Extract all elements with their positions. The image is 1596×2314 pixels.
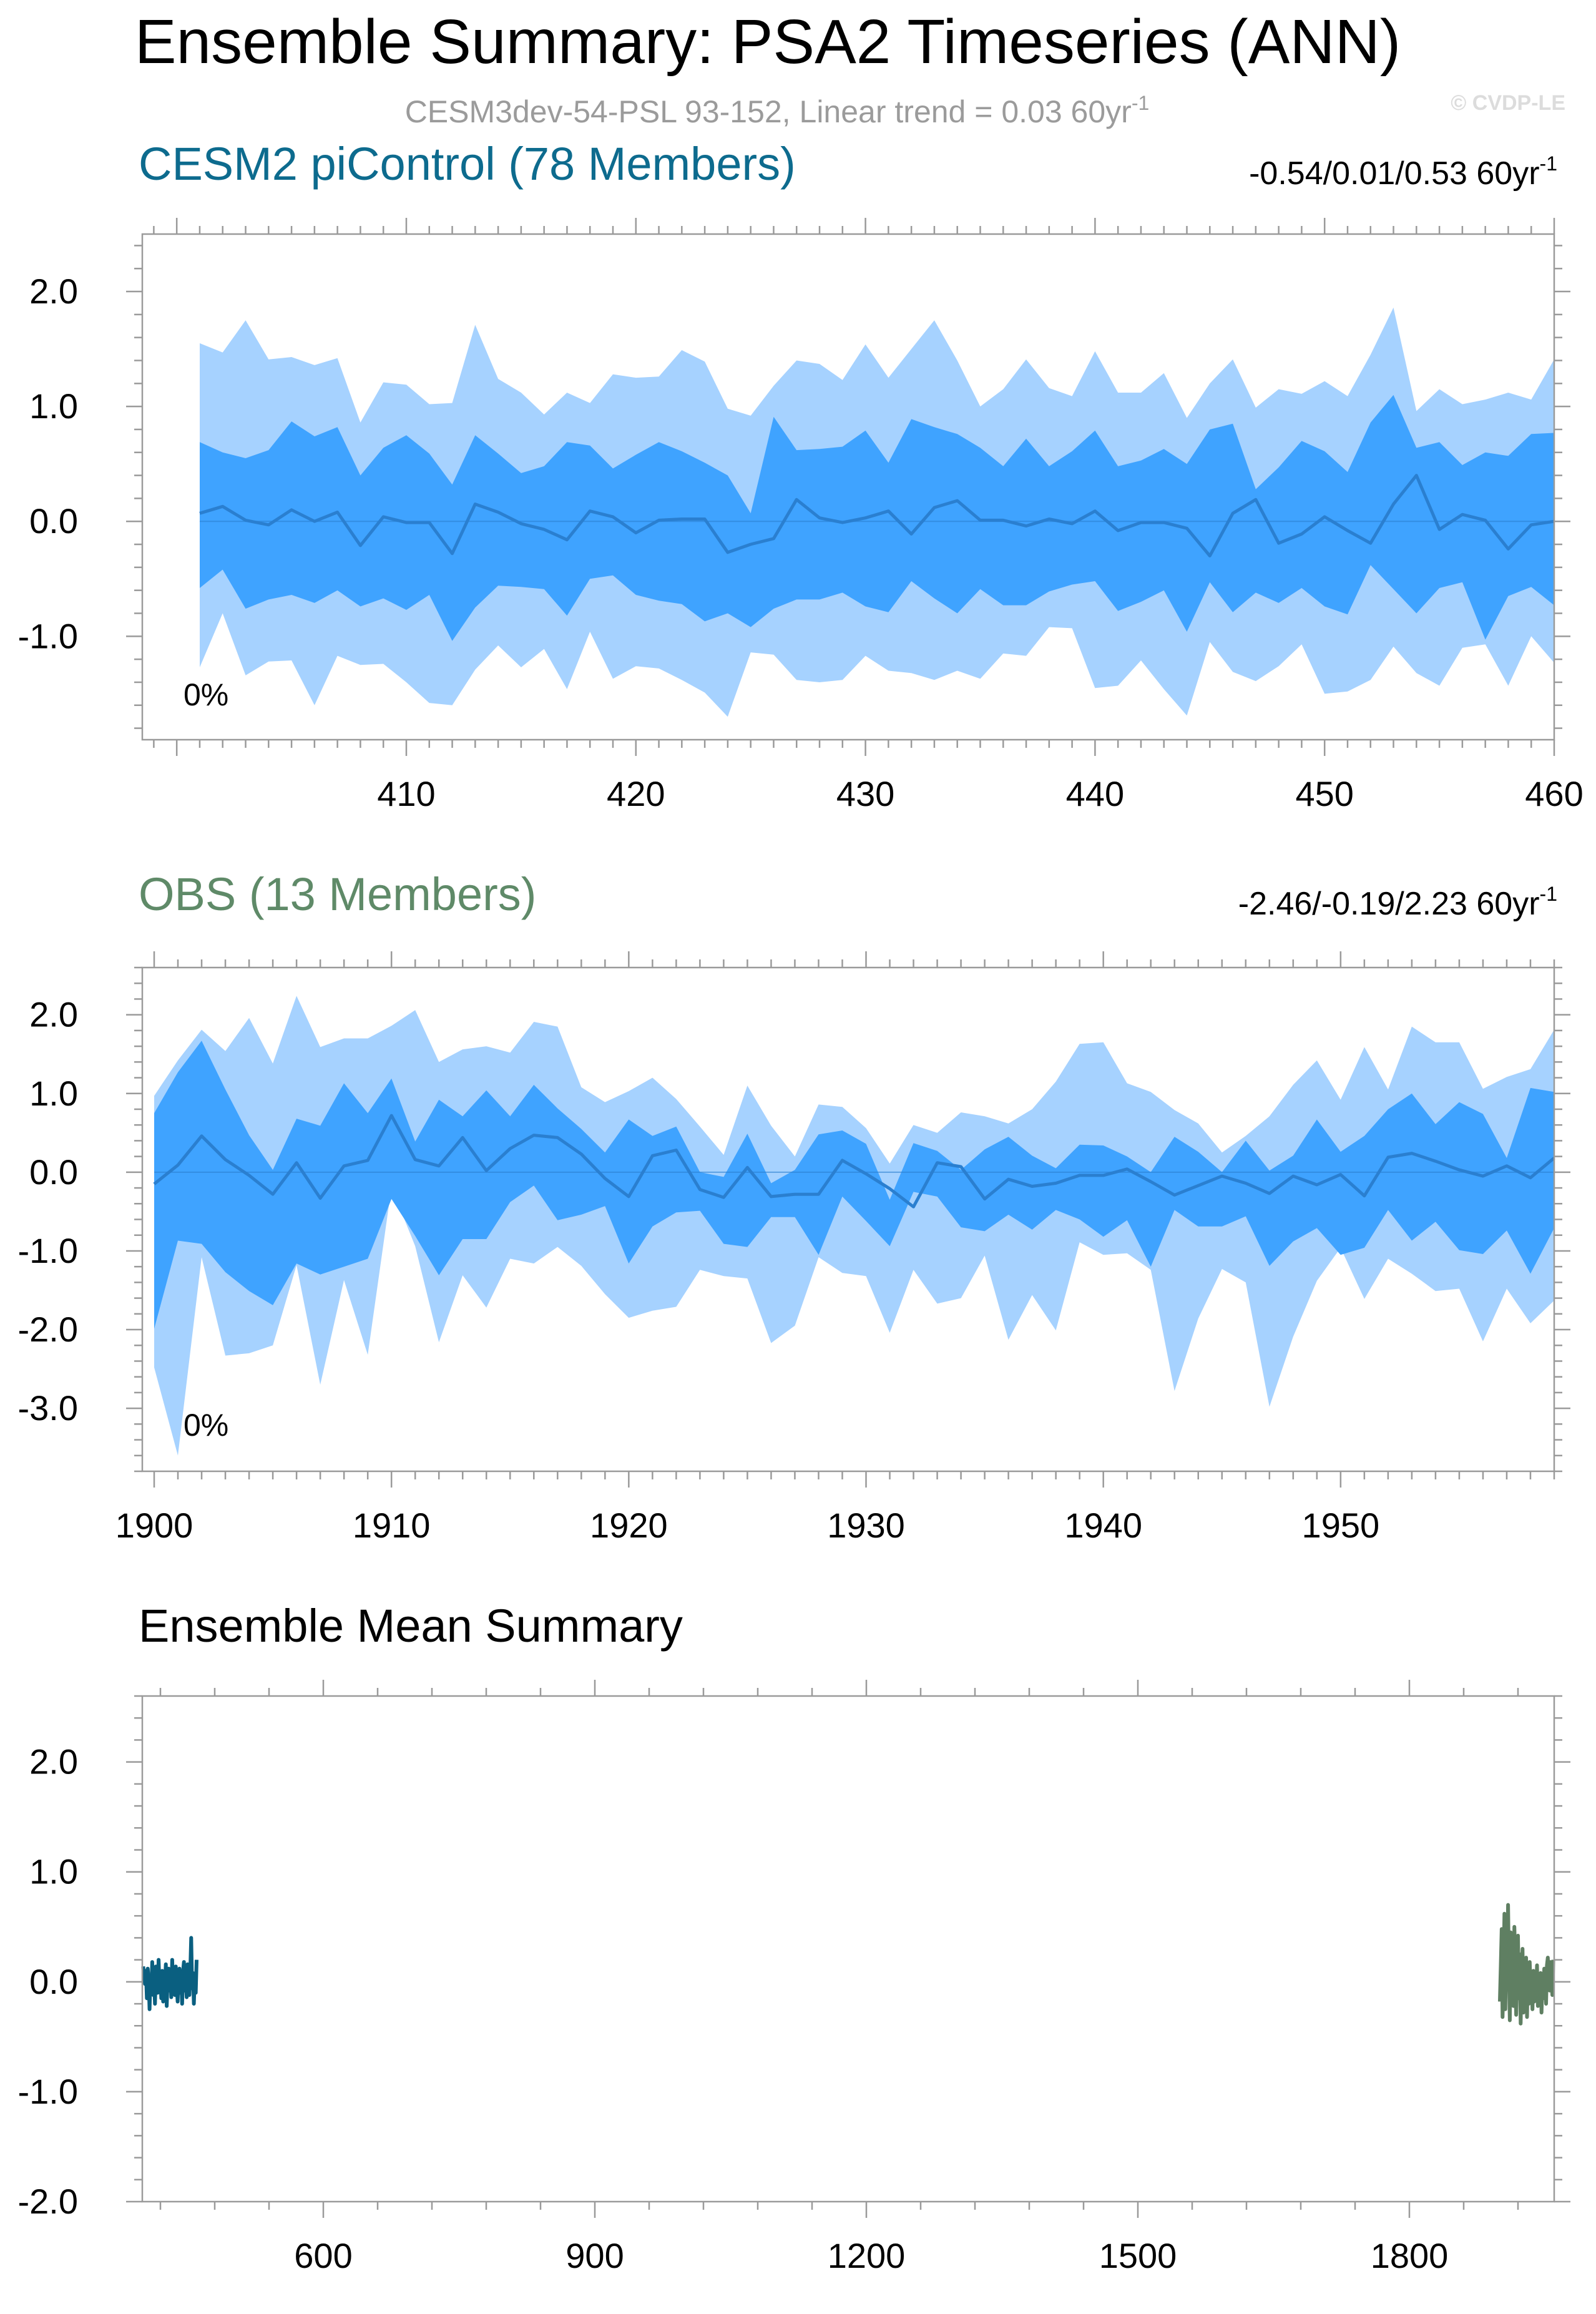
panel-mean-ticks: 2.0 1.0 0.0 -1.0 -2.0 600 900 1200 1500 1800 (18, 1680, 1570, 2275)
panel-obs-median-line (153, 1114, 1555, 1208)
y-tick-label: 0.0 (29, 1152, 78, 1192)
panel-cesm2-stats-sup: -1 (1540, 152, 1557, 175)
figure-title: Ensemble Summary: PSA2 Timeseries (ANN) (135, 7, 1401, 77)
y-tick-label: -1.0 (18, 1231, 79, 1270)
x-tick-label: 1800 (1371, 2236, 1449, 2275)
panel-cesm2-median-line (199, 474, 1555, 557)
x-tick-label: 1910 (353, 1506, 431, 1545)
y-tick-label: -1.0 (18, 616, 79, 655)
y-tick-label: -1.0 (18, 2072, 79, 2111)
x-tick-label: 1900 (115, 1506, 193, 1545)
x-tick-label: 900 (565, 2236, 624, 2275)
figure-subtitle: CESM3dev-54-PSL 93-152, Linear trend = 0… (405, 92, 1150, 129)
x-tick-label: 460 (1525, 774, 1583, 813)
panel-cesm2-frame (141, 233, 1555, 741)
panel-mean-frame (141, 1695, 1555, 2203)
panel-cesm2-ticks: 2.0 1.0 0.0 -1.0 410 420 430 440 450 460 (18, 218, 1584, 813)
x-tick-label: 1950 (1302, 1506, 1380, 1545)
y-tick-label: 0.0 (29, 501, 78, 541)
x-tick-label: 420 (607, 774, 665, 813)
panel-cesm2-percent: 0% (184, 677, 228, 712)
panel-obs-series-layer (153, 996, 1555, 1456)
y-tick-label: -2.0 (18, 1310, 79, 1349)
panel-cesm2-picontrol: CESM2 piControl (78 Members) -0.54/0.01/… (18, 138, 1584, 813)
x-tick-label: 410 (377, 774, 435, 813)
panel-obs-ticks: 2.0 1.0 0.0 -1.0 -2.0 -3.0 1900 1910 1920 1930 194… (18, 951, 1570, 1545)
y-tick-label: 1.0 (29, 1852, 78, 1891)
x-tick-label: 430 (836, 774, 894, 813)
panel-cesm2-plot: 2.0 1.0 0.0 -1.0 410 420 430 440 450 460 (18, 218, 1584, 813)
y-tick-label: 0.0 (29, 1962, 78, 2001)
figure-subtitle-main: CESM3dev-54-PSL 93-152, Linear trend = 0… (405, 94, 1132, 129)
panel-cesm2-title: CESM2 piControl (78 Members) (139, 138, 796, 190)
panel-mean-series-layer (141, 1903, 1555, 2026)
y-tick-label: 1.0 (29, 1074, 78, 1113)
panel-obs-plot: 2.0 1.0 0.0 -1.0 -2.0 -3.0 1900 1910 1920 1930 194… (18, 951, 1570, 1545)
y-tick-label: 2.0 (29, 1742, 78, 1782)
x-tick-label: 1930 (827, 1506, 905, 1545)
x-tick-label: 600 (294, 2236, 352, 2275)
panel-obs-inner-band (154, 1041, 1554, 1329)
y-tick-label: -2.0 (18, 2182, 79, 2221)
panel-obs-stats: -2.46/-0.19/2.23 60yr-1 (1238, 883, 1557, 922)
panel-cesm2-stats-main: -0.54/0.01/0.53 60yr (1249, 155, 1539, 192)
panel-obs-percent: 0% (184, 1408, 228, 1443)
mean-line-obs (1498, 1903, 1555, 2026)
copyright-label: © CVDP-LE (1451, 91, 1565, 115)
x-tick-label: 450 (1295, 774, 1353, 813)
panel-ensemble-mean: Ensemble Mean Summary 2.0 1.0 0.0 -1.0 -2.0 6… (18, 1600, 1570, 2275)
y-tick-label: -3.0 (18, 1388, 79, 1428)
panel-mean-plot: 2.0 1.0 0.0 -1.0 -2.0 600 900 1200 1500 1800 (18, 1680, 1570, 2275)
y-tick-label: 2.0 (29, 995, 78, 1034)
panel-cesm2-stats: -0.54/0.01/0.53 60yr-1 (1249, 152, 1557, 192)
mean-line-cesm2 (141, 1936, 198, 2011)
panel-cesm2-series-layer (199, 307, 1555, 717)
panel-obs-stats-main: -2.46/-0.19/2.23 60yr (1238, 886, 1540, 922)
panel-obs-stats-sup: -1 (1540, 883, 1557, 905)
x-tick-label: 1200 (828, 2236, 906, 2275)
panel-mean-title: Ensemble Mean Summary (139, 1600, 683, 1652)
x-tick-label: 1500 (1099, 2236, 1177, 2275)
panel-cesm2-inner-band (200, 395, 1554, 641)
panel-obs-title: OBS (13 Members) (139, 868, 536, 920)
figure-subtitle-sup: -1 (1132, 92, 1149, 114)
y-tick-label: 1.0 (29, 386, 78, 426)
panel-obs: OBS (13 Members) -2.46/-0.19/2.23 60yr-1… (18, 868, 1570, 1545)
x-tick-label: 1920 (590, 1506, 668, 1545)
x-tick-label: 440 (1066, 774, 1124, 813)
x-tick-label: 1940 (1064, 1506, 1142, 1545)
y-tick-label: 2.0 (29, 272, 78, 311)
